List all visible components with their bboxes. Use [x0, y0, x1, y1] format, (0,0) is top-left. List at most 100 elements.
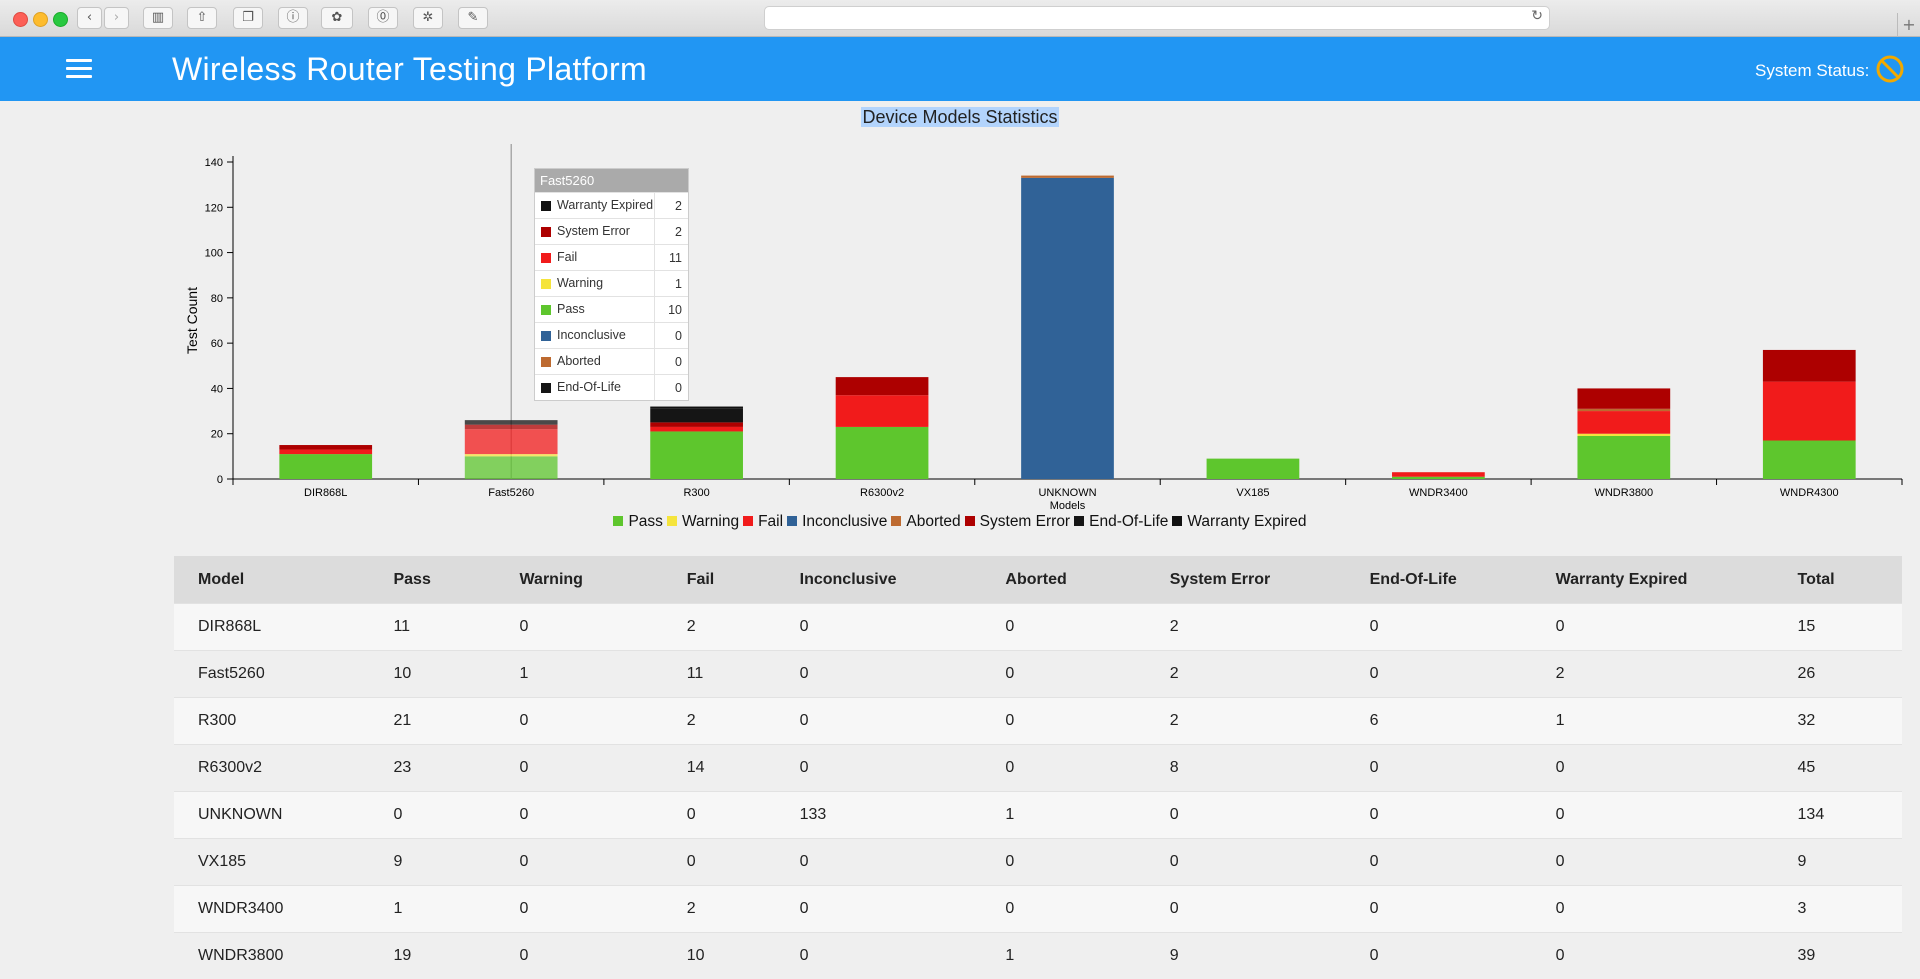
bar-segment — [465, 425, 558, 430]
back-button[interactable]: ‹ — [77, 7, 102, 29]
x-tick-label: UNKNOWN — [1038, 487, 1096, 499]
bar-segment — [1577, 434, 1670, 436]
window-close-button[interactable] — [13, 12, 28, 27]
legend-label: System Error — [980, 513, 1070, 530]
bar-segment — [836, 377, 929, 395]
legend-item[interactable]: Inconclusive — [787, 513, 887, 531]
column-header[interactable]: Model — [174, 556, 369, 604]
reload-icon[interactable]: ↻ — [1531, 8, 1543, 24]
window-zoom-button[interactable] — [53, 12, 68, 27]
legend-item[interactable]: Fail — [743, 513, 783, 531]
table-cell: 23 — [369, 745, 495, 792]
legend-item[interactable]: Warning — [667, 513, 739, 531]
table-cell: 0 — [981, 839, 1145, 886]
column-header[interactable]: Inconclusive — [776, 556, 982, 604]
forward-button[interactable]: › — [104, 7, 129, 29]
table-cell: 1 — [981, 792, 1145, 839]
column-header[interactable]: Warranty Expired — [1532, 556, 1774, 604]
tooltip-swatch — [541, 331, 551, 341]
table-cell: 0 — [496, 933, 663, 979]
tooltip-series-value: 10 — [655, 303, 688, 317]
table-cell: 26 — [1774, 651, 1902, 698]
tabs-overview-button[interactable]: ❐ — [233, 7, 263, 29]
y-tick-label: 40 — [211, 383, 223, 395]
table-cell: 21 — [369, 698, 495, 745]
tooltip-series-value: 1 — [655, 277, 688, 291]
table-cell: WNDR3800 — [174, 933, 369, 979]
status-blocked-icon[interactable] — [1875, 54, 1905, 84]
x-axis-label: Models — [1050, 500, 1086, 512]
table-cell: 0 — [1532, 604, 1774, 651]
legend-item[interactable]: System Error — [965, 513, 1070, 531]
column-header[interactable]: Aborted — [981, 556, 1145, 604]
table-cell: 9 — [1146, 933, 1346, 979]
tooltip-swatch — [541, 227, 551, 237]
y-tick-label: 120 — [205, 202, 223, 214]
table-cell: 0 — [496, 745, 663, 792]
table-cell: 8 — [1146, 745, 1346, 792]
table-cell: 0 — [1532, 886, 1774, 933]
column-header[interactable]: System Error — [1146, 556, 1346, 604]
x-tick-label: Fast5260 — [488, 487, 534, 499]
table-cell: 39 — [1774, 933, 1902, 979]
column-header[interactable]: Warning — [496, 556, 663, 604]
tooltip-series-label: Warning — [557, 271, 655, 296]
legend-item[interactable]: Pass — [613, 513, 662, 531]
tool-extension-button[interactable]: ✲ — [413, 7, 443, 29]
tool-icon: ✲ — [423, 10, 434, 25]
table-cell: 9 — [1774, 839, 1902, 886]
table-cell: 2 — [1532, 651, 1774, 698]
legend-item[interactable]: Aborted — [891, 513, 960, 531]
legend-item[interactable]: Warranty Expired — [1172, 513, 1306, 531]
chart-title: Device Models Statistics — [0, 107, 1920, 128]
paw-extension-button[interactable]: ✿ — [321, 7, 353, 29]
bar-segment — [1763, 350, 1856, 382]
x-tick-label: VX185 — [1236, 487, 1269, 499]
table-cell: 1 — [496, 651, 663, 698]
legend-item[interactable]: End-Of-Life — [1074, 513, 1168, 531]
address-bar[interactable]: ↻ — [764, 6, 1550, 30]
column-header[interactable]: Pass — [369, 556, 495, 604]
bar-segment — [1021, 178, 1114, 479]
table-cell: 0 — [1146, 792, 1346, 839]
bar-segment — [279, 454, 372, 479]
y-tick-label: 100 — [205, 248, 223, 260]
table-cell: UNKNOWN — [174, 792, 369, 839]
tooltip-swatch — [541, 201, 551, 211]
y-axis-label: Test Count — [184, 287, 200, 354]
compose-extension-button[interactable]: ✎ — [458, 7, 488, 29]
onepassword-extension-button[interactable]: ⓪ — [368, 7, 398, 29]
share-button[interactable]: ⇧ — [187, 7, 217, 29]
legend-label: Warning — [682, 513, 739, 530]
menu-icon[interactable] — [66, 59, 92, 79]
column-header[interactable]: Total — [1774, 556, 1902, 604]
legend-swatch — [667, 516, 677, 526]
info-extension-button[interactable]: ⓘ — [278, 7, 308, 29]
table-cell: 0 — [1346, 839, 1532, 886]
window-minimize-button[interactable] — [33, 12, 48, 27]
table-cell: 1 — [981, 933, 1145, 979]
sidebar-toggle-button[interactable]: ▥ — [143, 7, 173, 29]
bar-segment — [465, 454, 558, 456]
table-cell: 15 — [1774, 604, 1902, 651]
column-header[interactable]: End-Of-Life — [1346, 556, 1532, 604]
tooltip-swatch — [541, 279, 551, 289]
new-tab-button[interactable]: + — [1897, 13, 1920, 37]
table-cell: VX185 — [174, 839, 369, 886]
table-cell: DIR868L — [174, 604, 369, 651]
legend-swatch — [613, 516, 623, 526]
legend-label: End-Of-Life — [1089, 513, 1168, 530]
column-header[interactable]: Fail — [663, 556, 776, 604]
